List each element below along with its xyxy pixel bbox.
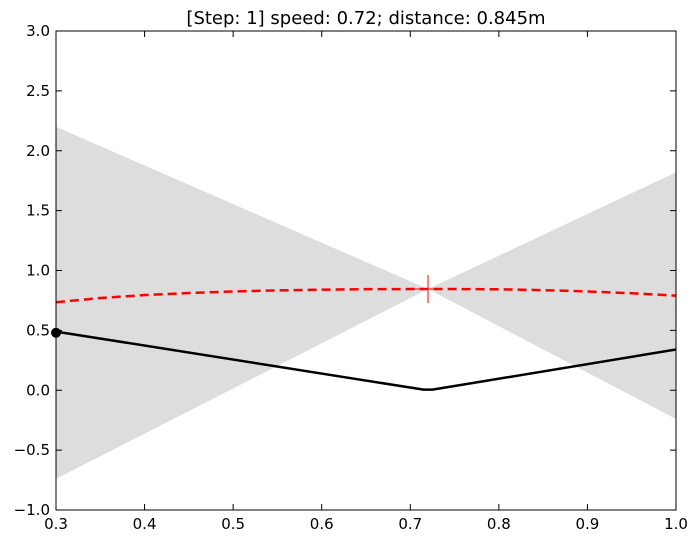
y-tick-label: −0.5 (14, 441, 50, 459)
dashed-series-line (56, 287, 676, 304)
y-tick-label: 1.5 (26, 202, 50, 220)
x-tick-label: 0.8 (487, 515, 511, 533)
x-tick-label: 0.6 (310, 515, 334, 533)
y-tick-label: 0.5 (26, 321, 50, 339)
y-tick-label: 1.0 (26, 262, 50, 280)
x-tick-label: 0.7 (398, 515, 422, 533)
y-tick-label: −1.0 (14, 501, 50, 519)
uncertainty-band (56, 126, 676, 479)
x-tick-label: 0.4 (133, 515, 157, 533)
x-tick-label: 0.9 (575, 515, 599, 533)
y-tick-label: 3.0 (26, 22, 50, 40)
y-tick-label: 2.5 (26, 82, 50, 100)
chart-title: [Step: 1] speed: 0.72; distance: 0.845m (186, 8, 545, 29)
y-tick-label: 2.0 (26, 142, 50, 160)
x-tick-label: 0.5 (221, 515, 245, 533)
solid-series-line (56, 330, 676, 391)
plus-marker (414, 275, 442, 304)
x-tick-label: 1.0 (664, 515, 688, 533)
y-tick-label: 0.0 (26, 381, 50, 399)
plot-area (56, 126, 676, 479)
x-tick-label: 0.3 (44, 515, 68, 533)
